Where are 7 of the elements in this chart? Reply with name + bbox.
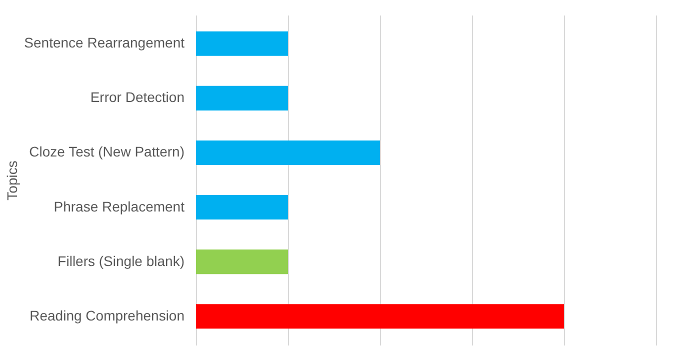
y-tick-label: Phrase Replacement [54, 198, 185, 214]
y-tick-label: Cloze Test (New Pattern) [29, 144, 184, 160]
y-tick-label: Fillers (Single blank) [58, 252, 184, 269]
y-tick-label: Reading Comprehension [30, 307, 184, 324]
y-tick-label: Sentence Rearrangement [24, 34, 185, 51]
y-tick-label: Error Detection [90, 89, 184, 106]
y-axis-title: Topics [4, 160, 20, 200]
